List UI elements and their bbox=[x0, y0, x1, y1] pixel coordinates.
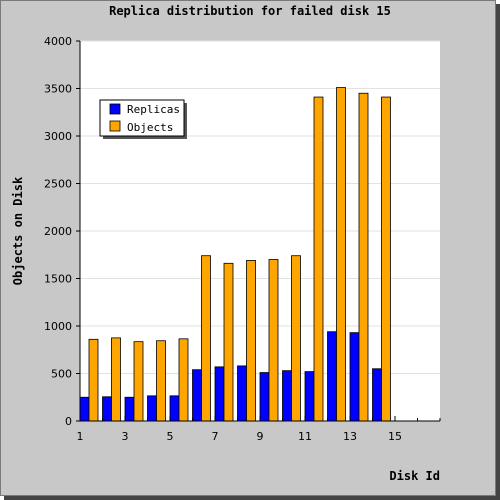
bar-objects-7 bbox=[223, 262, 234, 422]
bar-objects-6 bbox=[201, 255, 211, 422]
frame-shadow-right bbox=[496, 4, 500, 500]
bar-objects-2 bbox=[111, 337, 121, 422]
x-tick-label: 1 bbox=[77, 430, 84, 443]
bar-objects-1 bbox=[88, 338, 99, 422]
bar-replicas-4 bbox=[147, 395, 157, 422]
bar-objects-12 bbox=[336, 87, 346, 422]
bar-replicas-1 bbox=[79, 396, 90, 422]
bar-replicas-11 bbox=[304, 371, 315, 422]
x-tick-label: 3 bbox=[122, 430, 129, 443]
bar-objects-4 bbox=[156, 340, 166, 422]
legend: Replicas Objects bbox=[99, 99, 187, 139]
bar-replicas-10 bbox=[282, 370, 292, 422]
y-tick-label: 1000 bbox=[44, 320, 72, 333]
y-tick-label: 4000 bbox=[44, 35, 72, 48]
frame-shadow-bottom bbox=[4, 496, 500, 500]
bar-replicas-14 bbox=[372, 368, 382, 422]
y-tick-label: 2500 bbox=[44, 178, 72, 191]
chart-title: Replica distribution for failed disk 15 bbox=[109, 4, 391, 18]
bar-replicas-2 bbox=[102, 396, 112, 422]
bar-objects-10 bbox=[291, 255, 301, 422]
x-tick-label: 5 bbox=[167, 430, 174, 443]
y-tick-labels: 0 500 1000 1500 2000 2500 3000 3500 4000 bbox=[44, 35, 72, 428]
bar-objects-14 bbox=[381, 96, 391, 422]
bar-replicas-5 bbox=[169, 395, 180, 422]
x-tick-label: 7 bbox=[212, 430, 219, 443]
bar-replicas-9 bbox=[259, 372, 270, 422]
x-tick-labels: 1 3 5 7 9 11 13 15 bbox=[77, 430, 403, 443]
bar-replicas-8 bbox=[237, 365, 247, 422]
legend-label-replicas: Replicas bbox=[127, 103, 180, 116]
x-tick-label: 15 bbox=[388, 430, 402, 443]
x-axis-label: Disk Id bbox=[389, 469, 440, 483]
y-tick-label: 1500 bbox=[44, 273, 72, 286]
y-tick-label: 2000 bbox=[44, 225, 72, 238]
x-tick-label: 13 bbox=[343, 430, 357, 443]
bar-replicas-3 bbox=[124, 396, 135, 422]
y-tick-label: 500 bbox=[51, 368, 72, 381]
bar-objects-11 bbox=[313, 96, 324, 422]
bar-objects-9 bbox=[268, 259, 279, 422]
bar-replicas-7 bbox=[214, 366, 225, 422]
bar-replicas-13 bbox=[349, 332, 360, 422]
legend-label-objects: Objects bbox=[127, 121, 173, 134]
bar-replicas-6 bbox=[192, 369, 202, 422]
bars bbox=[79, 87, 391, 422]
x-tick-label: 9 bbox=[257, 430, 264, 443]
bar-objects-13 bbox=[358, 92, 369, 422]
bar-replicas-12 bbox=[327, 331, 337, 422]
bar-objects-3 bbox=[133, 341, 144, 422]
axes bbox=[76, 40, 441, 422]
x-tick-label: 11 bbox=[298, 430, 312, 443]
y-tick-label: 0 bbox=[65, 415, 72, 428]
y-tick-label: 3000 bbox=[44, 130, 72, 143]
y-tick-label: 3500 bbox=[44, 83, 72, 96]
legend-swatch-objects bbox=[109, 120, 121, 132]
legend-swatch-replicas bbox=[109, 103, 121, 115]
y-axis-label: Objects on Disk bbox=[11, 176, 25, 285]
bar-objects-8 bbox=[246, 260, 256, 422]
bar-objects-5 bbox=[178, 338, 189, 422]
